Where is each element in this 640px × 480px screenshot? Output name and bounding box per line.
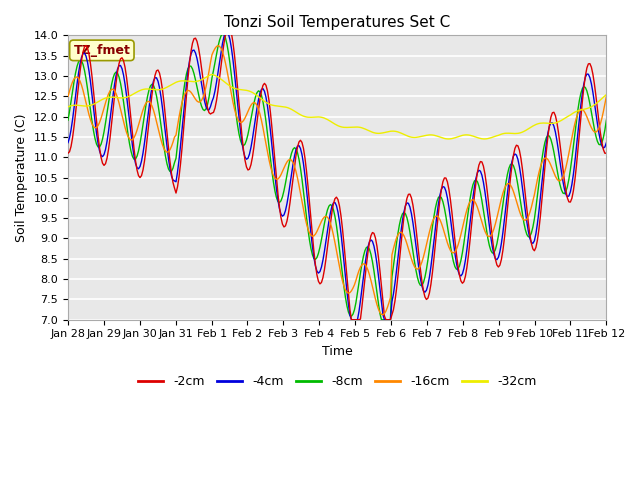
Y-axis label: Soil Temperature (C): Soil Temperature (C) bbox=[15, 113, 28, 242]
X-axis label: Time: Time bbox=[322, 345, 353, 358]
Title: Tonzi Soil Temperatures Set C: Tonzi Soil Temperatures Set C bbox=[224, 15, 451, 30]
Text: TZ_fmet: TZ_fmet bbox=[74, 44, 131, 57]
Legend: -2cm, -4cm, -8cm, -16cm, -32cm: -2cm, -4cm, -8cm, -16cm, -32cm bbox=[133, 370, 541, 393]
